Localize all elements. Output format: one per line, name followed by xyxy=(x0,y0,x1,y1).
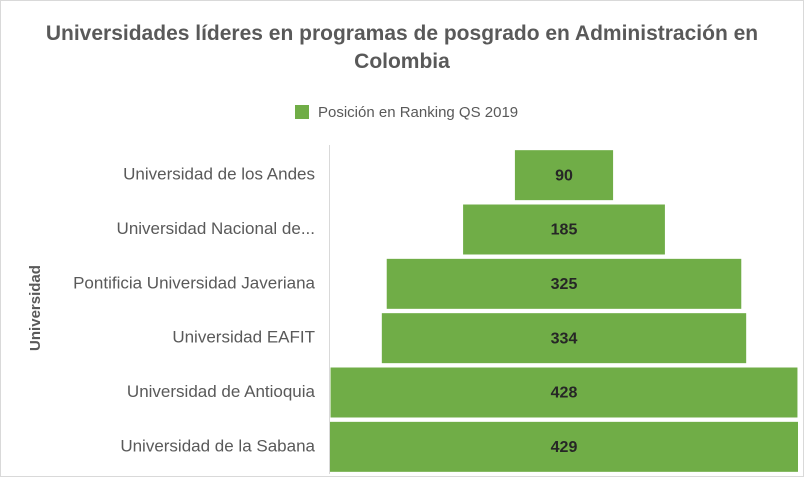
category-label: Universidad de la Sabana xyxy=(120,436,315,455)
legend-label: Posición en Ranking QS 2019 xyxy=(318,104,518,121)
category-label: Universidad EAFIT xyxy=(172,328,315,347)
category-label: Universidad Nacional de... xyxy=(117,219,315,238)
bar xyxy=(381,313,747,364)
data-label: 185 xyxy=(551,222,578,239)
bar xyxy=(514,150,614,201)
bar xyxy=(330,421,798,472)
category-label: Universidad de los Andes xyxy=(123,165,315,184)
bar xyxy=(463,204,665,255)
data-label: 325 xyxy=(551,276,578,293)
category-label: Universidad de Antioquia xyxy=(127,382,316,401)
data-label: 334 xyxy=(551,330,578,347)
data-label: 428 xyxy=(551,385,578,402)
bar xyxy=(330,367,798,418)
category-label: Pontificia Universidad Javeriana xyxy=(73,273,315,292)
y-axis-label: Universidad xyxy=(27,265,44,351)
legend-swatch xyxy=(295,105,309,119)
data-label: 90 xyxy=(555,167,573,184)
chart-title: Universidades líderes en programas de po… xyxy=(45,22,759,73)
data-label: 429 xyxy=(551,439,578,456)
bar xyxy=(386,258,742,309)
